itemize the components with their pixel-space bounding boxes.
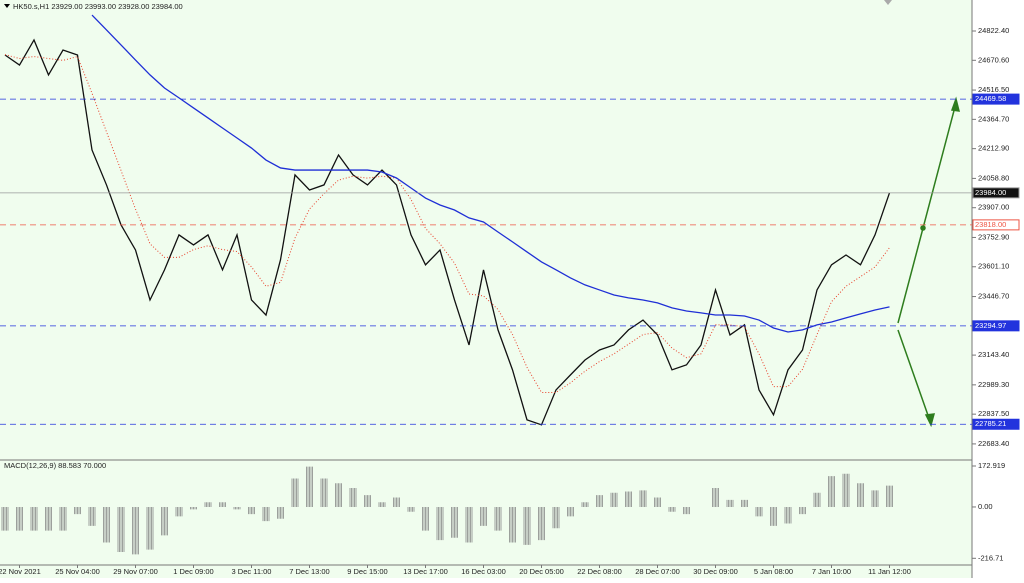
x-tick-label: 7 Dec 13:00 <box>289 567 329 576</box>
y-tick-label: 23907.00 <box>978 203 1009 212</box>
x-tick-label: 22 Nov 2021 <box>0 567 41 576</box>
level-label: 22785.21 <box>975 419 1006 428</box>
x-tick-label: 20 Dec 05:00 <box>519 567 564 576</box>
menu-marker <box>4 4 10 8</box>
y-tick-label: 23446.70 <box>978 292 1009 301</box>
panel-title: MACD(12,26,9) 88.583 70.000 <box>4 461 106 470</box>
x-tick-label: 5 Jan 08:00 <box>754 567 793 576</box>
x-tick-label: 3 Dec 11:00 <box>232 567 272 576</box>
x-tick-label: 13 Dec 17:00 <box>403 567 448 576</box>
y-tick-label: 0.00 <box>978 502 993 511</box>
x-tick-label: 22 Dec 08:00 <box>577 567 622 576</box>
x-tick-label: 9 Dec 15:00 <box>347 567 387 576</box>
y-tick-label: -216.71 <box>978 553 1003 562</box>
y-tick-label: 24212.90 <box>978 144 1009 153</box>
level-label-box <box>972 187 1020 199</box>
x-tick-label: 30 Dec 09:00 <box>693 567 738 576</box>
y-tick-label: 23752.90 <box>978 232 1009 241</box>
y-tick-label: 24364.70 <box>978 114 1009 123</box>
y-tick-label: 24516.50 <box>978 85 1009 94</box>
x-tick-label: 29 Nov 07:00 <box>113 567 158 576</box>
level-label: 23294.97 <box>975 321 1006 330</box>
y-tick-label: 23143.40 <box>978 350 1009 359</box>
projection-arrows <box>897 96 960 428</box>
shift-marker <box>884 0 892 5</box>
arrow-up <box>897 102 957 324</box>
level-label: 24469.58 <box>975 94 1006 103</box>
x-tick-label: 25 Nov 04:00 <box>55 567 100 576</box>
level-label-box <box>972 93 1020 105</box>
y-tick-label: 172.919 <box>978 461 1005 470</box>
y-tick-label: 22683.40 <box>978 439 1009 448</box>
y-tick-label: 23601.10 <box>978 262 1009 271</box>
chart-title: HK50.s,H1 23929.00 23993.00 23928.00 239… <box>13 2 183 11</box>
x-tick-label: 7 Jan 10:00 <box>812 567 851 576</box>
arrow-head <box>950 96 960 112</box>
level-label-box <box>972 320 1020 332</box>
y-tick-label: 24822.40 <box>978 26 1009 35</box>
x-tick-label: 1 Dec 09:00 <box>173 567 213 576</box>
arrow-down <box>897 329 931 422</box>
x-tick-label: 16 Dec 03:00 <box>461 567 506 576</box>
series-line <box>4 38 891 426</box>
x-tick-label: 11 Jan 12:00 <box>868 567 911 576</box>
y-tick-label: 24058.80 <box>978 173 1009 182</box>
y-tick-label: 22837.50 <box>978 409 1009 418</box>
plot-background <box>0 0 972 578</box>
arrow-node <box>920 225 926 231</box>
arrow-head <box>924 413 936 428</box>
level-label-box <box>972 418 1020 430</box>
level-label: 23984.00 <box>975 188 1006 197</box>
y-tick-label: 24670.60 <box>978 55 1009 64</box>
series-line <box>91 14 890 333</box>
level-label: 23818.00 <box>975 220 1006 229</box>
level-label-box <box>972 219 1020 231</box>
y-tick-label: 22989.30 <box>978 380 1009 389</box>
x-tick-label: 28 Dec 07:00 <box>635 567 680 576</box>
